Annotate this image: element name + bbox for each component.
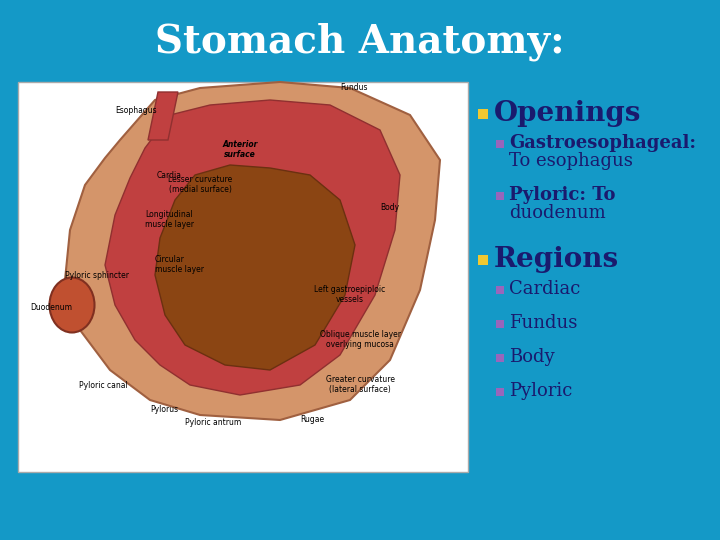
Text: Duodenum: Duodenum xyxy=(30,303,72,312)
Text: Cardiac: Cardiac xyxy=(509,280,580,298)
Text: Anterior
surface: Anterior surface xyxy=(222,140,258,159)
Bar xyxy=(496,140,504,148)
Text: Openings: Openings xyxy=(494,100,642,127)
Text: Gastroesophageal:: Gastroesophageal: xyxy=(509,134,696,152)
Bar xyxy=(478,255,488,265)
Text: Body: Body xyxy=(380,203,399,212)
Text: Left gastroepiploic
vessels: Left gastroepiploic vessels xyxy=(315,285,386,305)
Text: Pylorus: Pylorus xyxy=(150,405,178,414)
Text: Stomach Anatomy:: Stomach Anatomy: xyxy=(156,23,564,61)
Bar xyxy=(496,320,504,328)
Polygon shape xyxy=(65,82,440,420)
Text: Cardia: Cardia xyxy=(157,171,182,180)
Text: To esophagus: To esophagus xyxy=(509,152,633,170)
Polygon shape xyxy=(155,165,355,370)
Text: Oblique muscle layer
overlying mucosa: Oblique muscle layer overlying mucosa xyxy=(320,330,400,349)
Text: Longitudinal
muscle layer: Longitudinal muscle layer xyxy=(145,210,194,230)
Text: Greater curvature
(lateral surface): Greater curvature (lateral surface) xyxy=(325,375,395,394)
Bar xyxy=(496,286,504,294)
Text: Esophagus: Esophagus xyxy=(115,106,157,115)
Bar xyxy=(496,388,504,396)
Bar xyxy=(478,109,488,119)
Text: Regions: Regions xyxy=(494,246,619,273)
Polygon shape xyxy=(148,92,178,140)
Text: Pyloric: Pyloric xyxy=(509,382,572,400)
Text: Pyloric antrum: Pyloric antrum xyxy=(185,418,241,427)
Text: duodenum: duodenum xyxy=(509,204,606,222)
Text: Pyloric canal: Pyloric canal xyxy=(79,381,127,390)
Text: Circular
muscle layer: Circular muscle layer xyxy=(155,255,204,274)
Text: Fundus: Fundus xyxy=(509,314,577,332)
Bar xyxy=(18,82,468,472)
Bar xyxy=(496,354,504,362)
Text: Rugae: Rugae xyxy=(300,415,324,424)
Text: Fundus: Fundus xyxy=(340,83,367,92)
Text: Pyloric sphincter: Pyloric sphincter xyxy=(65,271,129,280)
Text: Lesser curvature
(medial surface): Lesser curvature (medial surface) xyxy=(168,175,232,194)
Text: Pyloric: To: Pyloric: To xyxy=(509,186,616,204)
Ellipse shape xyxy=(50,278,94,333)
Bar xyxy=(496,192,504,200)
Polygon shape xyxy=(105,100,400,395)
Text: Body: Body xyxy=(509,348,554,366)
